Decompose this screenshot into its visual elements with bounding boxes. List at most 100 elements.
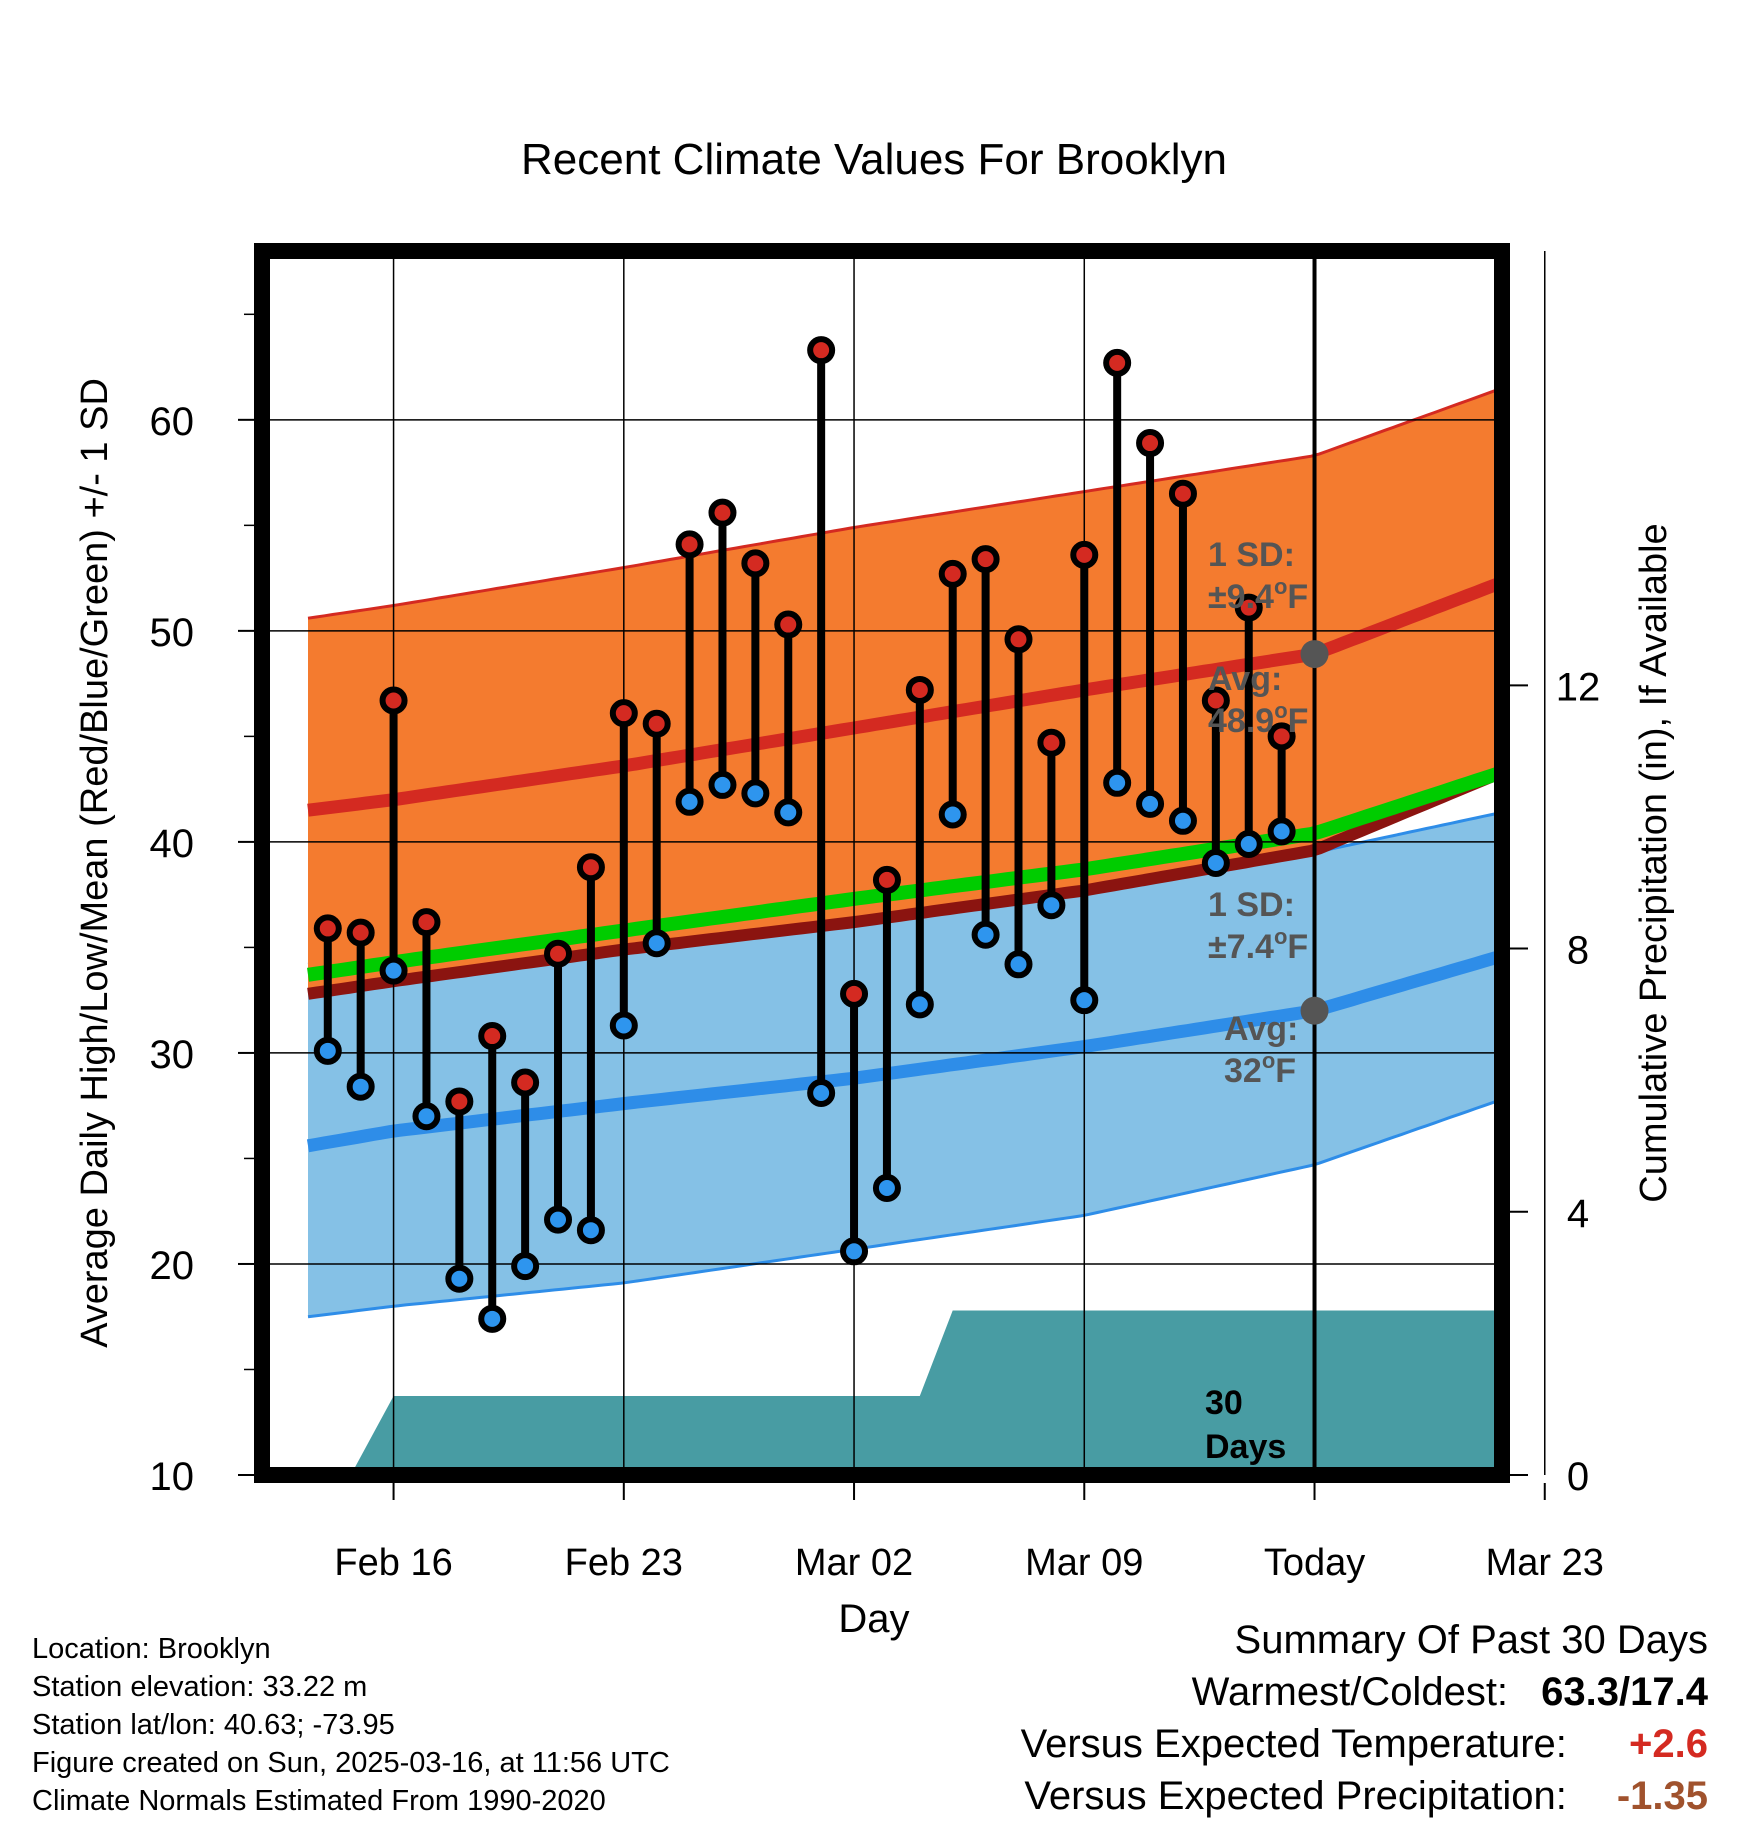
x-tick-label: Feb 16 — [334, 1542, 452, 1584]
high-sd-annotation: 1 SD:±9.4oF — [1208, 536, 1308, 616]
low-band-lower-edge — [307, 1098, 1501, 1319]
daily-low-point — [1168, 806, 1197, 835]
y-tick-label: 20 — [150, 1244, 195, 1288]
daily-low-point — [675, 787, 704, 816]
y-tick-label: 50 — [150, 611, 195, 655]
daily-low-point — [445, 1264, 474, 1293]
days-annotation: 30 Days — [1205, 1384, 1286, 1466]
daily-high-point — [840, 979, 869, 1008]
daily-low-point — [511, 1252, 540, 1281]
x-tick-label: Feb 23 — [565, 1542, 683, 1584]
y-tick-label: 30 — [150, 1033, 195, 1077]
daily-high-point — [313, 914, 342, 943]
daily-low-point — [478, 1304, 507, 1333]
created-text: Figure created on Sun, 2025-03-16, at 11… — [32, 1747, 670, 1779]
daily-high-point — [511, 1068, 540, 1097]
low-avg-annotation-line2: 32oF — [1224, 1048, 1296, 1090]
x-tick-label: Mar 02 — [795, 1542, 913, 1584]
daily-high-point — [1070, 540, 1099, 569]
x-tick-label: Mar 23 — [1486, 1542, 1604, 1584]
days-annotation-number: 30 — [1205, 1384, 1243, 1422]
daily-low-point — [609, 1011, 638, 1040]
y2-tick-label: 12 — [1556, 665, 1601, 709]
today-high-avg-dot — [1300, 640, 1329, 669]
station-info: Location: Brooklyn Station elevation: 33… — [32, 1630, 670, 1820]
location-text: Location: Brooklyn — [32, 1633, 271, 1665]
daily-low-point — [1234, 830, 1263, 859]
daily-low-point — [544, 1205, 573, 1234]
low-sd-annotation-line2: ±7.4oF — [1208, 924, 1308, 966]
daily-low-point — [1070, 986, 1099, 1015]
daily-high-point — [609, 699, 638, 728]
y2-axis-label: Cumulative Precipitation (in), If Availa… — [1633, 523, 1675, 1202]
high-band-upper-edge — [307, 387, 1501, 620]
daily-high-point — [938, 559, 967, 588]
daily-high-point — [1168, 479, 1197, 508]
daily-high-point — [346, 918, 375, 947]
days-annotation-word: Days — [1205, 1428, 1286, 1466]
daily-high-point — [708, 498, 737, 527]
high-avg-annotation-line2: 48.9oF — [1208, 698, 1308, 740]
y-tick-label: 60 — [150, 400, 195, 444]
y2-tick-label: 4 — [1567, 1192, 1589, 1236]
daily-low-point — [412, 1102, 441, 1131]
x-tick-label: Today — [1264, 1542, 1365, 1584]
daily-low-point — [313, 1036, 342, 1065]
daily-high-point — [445, 1087, 474, 1116]
summary-title: Summary Of Past 30 Days — [1234, 1618, 1708, 1662]
precip-anomaly-value: -1.35 — [1616, 1774, 1708, 1818]
low-sd-annotation: 1 SD:±7.4oF — [1208, 886, 1308, 966]
low-avg-annotation-line1: Avg: — [1224, 1010, 1298, 1048]
daily-low-point — [938, 800, 967, 829]
daily-high-point — [807, 336, 836, 365]
precip-anomaly-label: Versus Expected Precipitation: — [1024, 1774, 1567, 1818]
daily-high-point — [872, 865, 901, 894]
y2-tick-label: 0 — [1567, 1455, 1589, 1499]
chart-title: Recent Climate Values For Brooklyn — [521, 135, 1227, 184]
daily-high-point — [478, 1022, 507, 1051]
daily-low-point — [741, 779, 770, 808]
daily-low-point — [708, 770, 737, 799]
daily-low-point — [1103, 768, 1132, 797]
daily-low-point — [872, 1173, 901, 1202]
temp-anomaly-label: Versus Expected Temperature: — [1020, 1722, 1567, 1766]
high-sd-annotation-line2: ±9.4oF — [1208, 574, 1308, 616]
daily-low-point — [576, 1216, 605, 1245]
summary-panel: Summary Of Past 30 Days Warmest/Coldest:… — [1021, 1618, 1708, 1826]
y-axis-label: Average Daily High/Low/Mean (Red/Blue/Gr… — [74, 378, 116, 1348]
high-band-lower-edge — [307, 767, 1502, 1000]
today-low-avg-dot — [1300, 996, 1329, 1025]
daily-low-point — [1136, 789, 1165, 818]
daily-low-point — [1267, 817, 1296, 846]
daily-low-point — [807, 1079, 836, 1108]
latlon-text: Station lat/lon: 40.63; -73.95 — [32, 1709, 395, 1741]
warmest-value: 63.3/17.4 — [1541, 1670, 1708, 1714]
daily-high-point — [1037, 728, 1066, 757]
daily-high-point — [642, 709, 671, 738]
daily-low-point — [346, 1072, 375, 1101]
daily-high-point — [1234, 593, 1263, 622]
temp-anomaly-value: +2.6 — [1629, 1722, 1708, 1766]
daily-high-point — [675, 530, 704, 559]
daily-high-point — [741, 549, 770, 578]
daily-high-point — [1103, 348, 1132, 377]
x-tick-label: Mar 09 — [1025, 1542, 1143, 1584]
daily-high-point — [1004, 625, 1033, 654]
high-avg-annotation: Avg:48.9oF — [1208, 660, 1308, 740]
daily-high-point — [1267, 722, 1296, 751]
x-axis-label: Day — [838, 1597, 909, 1641]
daily-low-point — [840, 1237, 869, 1266]
daily-high-point — [576, 853, 605, 882]
low-sd-annotation-line1: 1 SD: — [1208, 886, 1295, 924]
daily-high-point — [1201, 686, 1230, 715]
y-tick-label: 10 — [150, 1455, 195, 1499]
daily-high-point — [905, 675, 934, 704]
daily-low-point — [642, 929, 671, 958]
plot-frame — [254, 243, 1510, 1483]
daily-high-point — [1136, 429, 1165, 458]
daily-low-point — [1201, 849, 1230, 877]
daily-low-point — [905, 990, 934, 1019]
low-avg-annotation: Avg:32oF — [1224, 1010, 1298, 1090]
daily-low-point — [379, 956, 408, 985]
